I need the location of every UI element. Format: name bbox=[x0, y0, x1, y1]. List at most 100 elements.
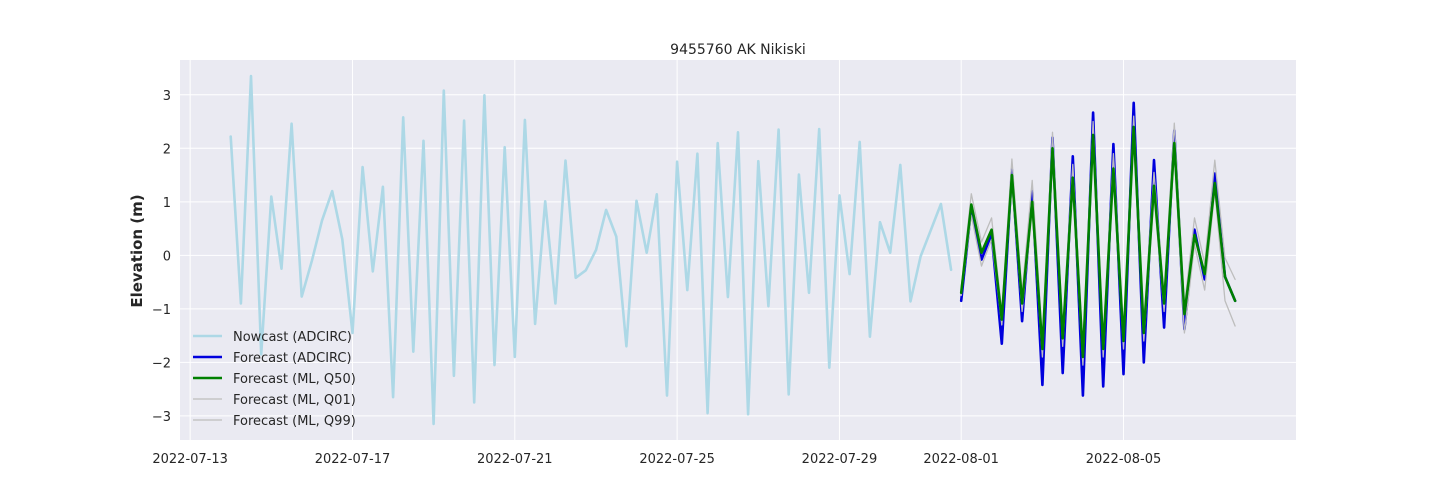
data-point bbox=[1204, 289, 1206, 291]
data-point bbox=[910, 301, 912, 303]
data-point bbox=[1133, 115, 1135, 117]
data-point bbox=[1163, 303, 1165, 305]
data-point bbox=[1123, 373, 1125, 375]
x-tick-label: 2022-07-17 bbox=[315, 452, 391, 467]
data-point bbox=[1123, 348, 1125, 350]
legend-item: Forecast (ML, Q01) bbox=[193, 393, 356, 408]
data-point bbox=[971, 193, 973, 195]
data-point bbox=[352, 332, 354, 334]
data-point bbox=[1204, 273, 1206, 275]
data-point bbox=[1011, 158, 1013, 160]
data-point bbox=[1194, 229, 1196, 231]
data-point bbox=[879, 221, 881, 223]
legend-label: Nowcast (ADCIRC) bbox=[233, 330, 352, 345]
data-point bbox=[1234, 279, 1236, 281]
data-point bbox=[687, 289, 689, 291]
data-point bbox=[1163, 327, 1165, 329]
legend-label: Forecast (ML, Q50) bbox=[233, 372, 356, 387]
data-point bbox=[1031, 201, 1033, 203]
y-tick-label: −1 bbox=[152, 303, 171, 318]
data-point bbox=[1113, 143, 1115, 145]
data-point bbox=[331, 190, 333, 192]
data-point bbox=[1021, 320, 1023, 322]
data-point bbox=[1133, 126, 1135, 128]
data-point bbox=[1153, 185, 1155, 187]
data-point bbox=[565, 160, 567, 162]
data-point bbox=[1072, 156, 1074, 158]
data-point bbox=[453, 375, 455, 377]
series-layer bbox=[229, 74, 1237, 426]
data-point bbox=[1194, 217, 1196, 219]
x-tick-label: 2022-07-21 bbox=[477, 452, 553, 467]
data-point bbox=[971, 204, 973, 206]
legend-item: Forecast (ML, Q99) bbox=[193, 414, 356, 429]
data-point bbox=[382, 186, 384, 188]
data-point bbox=[433, 423, 435, 425]
data-point bbox=[392, 396, 394, 398]
data-point bbox=[1214, 173, 1216, 175]
data-point bbox=[1062, 338, 1064, 340]
data-point bbox=[1021, 303, 1023, 305]
legend-label: Forecast (ML, Q01) bbox=[233, 393, 356, 408]
data-point bbox=[1062, 346, 1064, 348]
data-point bbox=[1011, 174, 1013, 176]
data-point bbox=[1224, 300, 1226, 302]
legend-label: Forecast (ADCIRC) bbox=[233, 351, 352, 366]
data-point bbox=[1224, 276, 1226, 278]
data-point bbox=[940, 203, 942, 205]
data-point bbox=[839, 195, 841, 197]
data-point bbox=[423, 140, 425, 142]
data-point bbox=[473, 402, 475, 404]
data-point bbox=[1001, 324, 1003, 326]
data-point bbox=[930, 229, 932, 231]
data-point bbox=[981, 252, 983, 254]
data-point bbox=[514, 356, 516, 358]
data-point bbox=[991, 229, 993, 231]
data-point bbox=[271, 196, 273, 198]
data-point bbox=[494, 364, 496, 366]
x-tick-label: 2022-07-29 bbox=[802, 452, 878, 467]
data-point bbox=[676, 161, 678, 163]
data-point bbox=[1001, 343, 1003, 345]
data-point bbox=[413, 351, 415, 353]
data-point bbox=[1113, 168, 1115, 170]
data-point bbox=[900, 164, 902, 166]
data-point bbox=[1052, 132, 1054, 134]
data-point bbox=[1184, 332, 1186, 334]
data-point bbox=[1214, 182, 1216, 184]
data-point bbox=[859, 141, 861, 143]
data-point bbox=[920, 256, 922, 258]
data-point bbox=[1143, 340, 1145, 342]
series-line bbox=[229, 74, 953, 426]
data-point bbox=[1143, 332, 1145, 334]
data-point bbox=[758, 160, 760, 162]
data-point bbox=[697, 153, 699, 155]
data-point bbox=[788, 394, 790, 396]
data-point bbox=[281, 268, 283, 270]
data-point bbox=[1082, 356, 1084, 358]
data-point bbox=[747, 414, 749, 416]
data-point bbox=[524, 119, 526, 121]
data-point bbox=[808, 292, 810, 294]
data-point bbox=[1214, 159, 1216, 161]
y-tick-label: 3 bbox=[163, 89, 171, 104]
legend-item: Forecast (ML, Q50) bbox=[193, 372, 356, 387]
data-point bbox=[981, 241, 983, 243]
data-point bbox=[656, 194, 658, 196]
data-point bbox=[311, 260, 313, 262]
data-point bbox=[544, 201, 546, 203]
legend-item: Forecast (ADCIRC) bbox=[193, 351, 352, 366]
data-point bbox=[717, 142, 719, 144]
data-point bbox=[707, 412, 709, 414]
data-point bbox=[727, 296, 729, 298]
data-point bbox=[869, 336, 871, 338]
data-point bbox=[1072, 177, 1074, 179]
data-point bbox=[575, 277, 577, 279]
data-point bbox=[1102, 386, 1104, 388]
data-point bbox=[798, 174, 800, 176]
data-point bbox=[301, 296, 303, 298]
data-point bbox=[1062, 372, 1064, 374]
legend: Nowcast (ADCIRC) Forecast (ADCIRC) Forecas… bbox=[193, 330, 356, 429]
data-point bbox=[1163, 311, 1165, 313]
